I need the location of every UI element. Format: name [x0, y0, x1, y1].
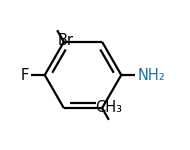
Text: NH₂: NH₂ — [138, 68, 165, 82]
Text: F: F — [20, 68, 28, 82]
Text: Br: Br — [58, 33, 74, 48]
Text: CH₃: CH₃ — [95, 100, 122, 115]
